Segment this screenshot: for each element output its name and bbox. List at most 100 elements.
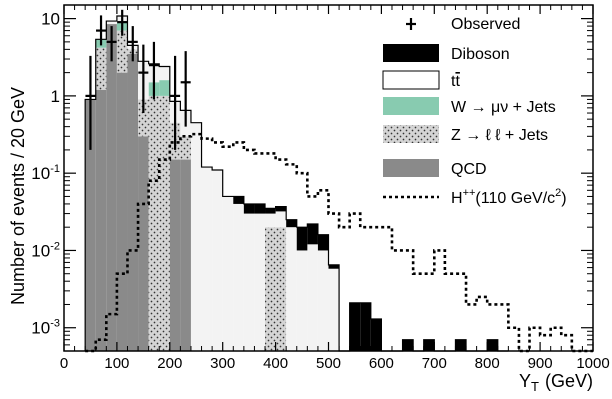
y-tick-label: 10-1	[31, 163, 60, 183]
legend-label-part: H	[451, 190, 463, 207]
x-tick-label: 200	[157, 355, 182, 372]
bar-ttbar	[317, 250, 329, 351]
legend-label-higgs: H++(110 GeV/c2)	[451, 187, 567, 207]
bar-zjets	[138, 99, 149, 137]
legend-item-qcd: QCD	[383, 159, 487, 178]
bar-diboson	[307, 223, 318, 245]
bar-diboson	[349, 302, 361, 351]
y-tick-exponent: -2	[50, 240, 60, 252]
bar-ttbar	[201, 167, 213, 351]
legend-label-part: )	[561, 190, 566, 207]
bar-diboson	[423, 339, 435, 351]
y-tick-label: 10-3	[31, 318, 60, 338]
bar-diboson	[275, 206, 287, 212]
signal-histogram	[85, 132, 593, 353]
bar-diboson	[455, 339, 467, 351]
bar-ttbar	[296, 250, 308, 351]
legend-item-diboson: Diboson	[383, 44, 510, 63]
bar-diboson	[487, 339, 498, 351]
x-tick-label: 0	[60, 355, 68, 372]
y-tick-base: 10	[31, 164, 50, 183]
bar-ttbar	[222, 196, 234, 351]
bar-qcd	[127, 53, 139, 352]
bar-ttbar	[265, 213, 276, 228]
x-tick-label: 600	[369, 355, 394, 372]
legend-swatch-wjets	[383, 97, 439, 115]
bar-qcd	[85, 99, 96, 352]
bar-ttbar	[328, 268, 340, 351]
bar-ttbar	[233, 203, 244, 351]
bar-zjets	[116, 30, 128, 73]
bar-qcd	[180, 159, 191, 351]
x-tick-label: 900	[528, 355, 553, 372]
legend-item-higgs: H++(110 GeV/c2)	[383, 187, 567, 207]
legend: Observed Diboson tt W → μν + Jets Z → ℓ ℓ + …	[382, 16, 567, 207]
legend-item-wjets: W → μν + Jets	[383, 97, 556, 116]
bar-diboson	[360, 302, 371, 351]
bar-qcd	[138, 136, 149, 351]
bar-diboson	[286, 219, 297, 228]
bar-qcd	[116, 72, 128, 351]
bar-diboson	[370, 318, 382, 351]
bar-diboson	[233, 196, 244, 204]
legend-swatch-ttbar	[382, 70, 440, 90]
x-axis-title-sub: T	[531, 379, 539, 394]
legend-item-zjets: Z → ℓ ℓ + Jets	[383, 125, 548, 144]
legend-label-zjets: Z → ℓ ℓ + Jets	[451, 127, 548, 144]
observed-point	[117, 9, 128, 36]
y-tick-label: 10	[41, 10, 60, 29]
legend-label-part: ++	[463, 187, 476, 199]
bar-zjets	[159, 95, 170, 351]
bar-diboson	[402, 339, 414, 351]
bar-zjets	[275, 227, 287, 351]
observed-point	[170, 55, 181, 150]
observed-point	[127, 26, 138, 62]
bar-ttbar	[286, 227, 297, 351]
bar-ttbar	[159, 66, 170, 81]
bar-diboson	[296, 227, 308, 251]
legend-swatch-zjets	[383, 125, 439, 143]
bar-qcd	[95, 89, 107, 352]
x-axis-title-main: Y	[519, 371, 531, 391]
y-axis-title: Number of events / 20 GeV	[8, 87, 28, 305]
y-tick-base: 10	[31, 241, 50, 260]
bar-qcd	[169, 159, 181, 351]
x-tick-label: 1000	[576, 355, 609, 372]
bar-zjets	[265, 227, 276, 351]
legend-label-qcd: QCD	[451, 161, 487, 178]
x-axis-title-unit: (GeV)	[545, 371, 593, 391]
y-tick-label: 1	[51, 87, 60, 106]
bar-diboson	[254, 203, 266, 214]
observed-point	[180, 51, 191, 127]
legend-item-ttbar: tt	[382, 70, 460, 90]
y-tick-base: 10	[31, 319, 50, 338]
legend-item-observed: Observed	[406, 16, 520, 33]
x-axis: 0 100 200 300 400 500 600 700 800 900 1000	[60, 5, 610, 372]
bar-diboson	[243, 203, 255, 214]
x-tick-label: 300	[210, 355, 235, 372]
y-tick-base: 10	[41, 10, 60, 29]
bar-zjets	[180, 136, 191, 160]
observed-point	[85, 55, 96, 150]
legend-label-part: 2	[555, 187, 561, 199]
bar-ttbar	[254, 213, 266, 351]
bar-diboson	[317, 234, 329, 251]
observed-point	[148, 41, 159, 100]
observed-point	[106, 26, 117, 62]
legend-label-observed: Observed	[451, 16, 520, 33]
x-tick-label: 700	[422, 355, 447, 372]
bar-ttbar	[243, 213, 255, 351]
bar-ttbar	[106, 21, 117, 25]
legend-label-part: (110 GeV/c	[475, 190, 555, 207]
legend-label-wjets: W → μν + Jets	[451, 99, 556, 116]
y-tick-label: 10-2	[31, 240, 60, 260]
legend-swatch-diboson	[383, 44, 439, 62]
bar-ttbar	[212, 169, 223, 351]
observed-point	[96, 15, 107, 46]
bar-ttbar	[307, 244, 318, 351]
signal-line	[85, 132, 593, 353]
legend-label-diboson: Diboson	[451, 46, 510, 63]
x-tick-label: 400	[263, 355, 288, 372]
